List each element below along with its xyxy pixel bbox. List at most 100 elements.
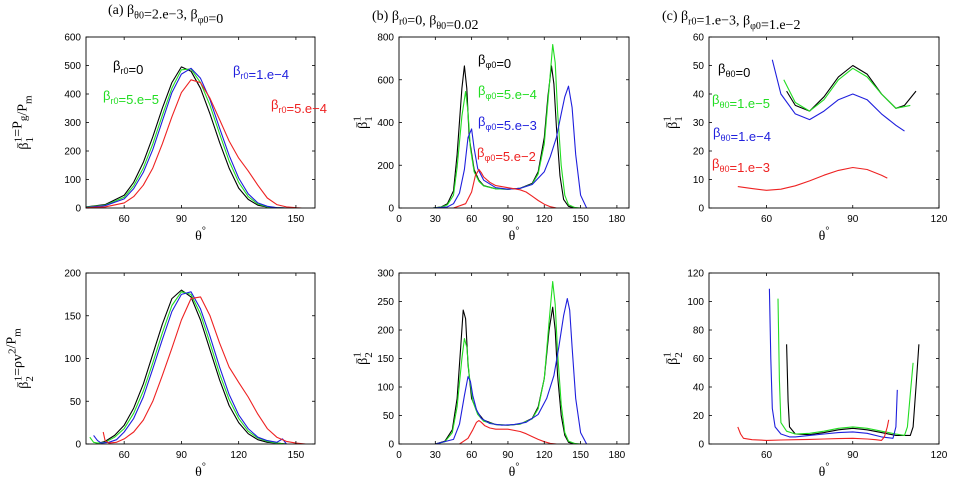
y-tick-label: 20: [693, 147, 705, 158]
y-tick-label: 300: [64, 118, 81, 129]
x-tick-label: 180: [609, 450, 626, 461]
legend-label-0: βθ0=0: [718, 61, 750, 80]
x-tick-label: 120: [931, 214, 948, 225]
panel-title: (c) βr0=1.e−3, βφ0=1.e−2: [662, 9, 800, 33]
series-line-1: [777, 298, 914, 436]
x-tick-label: 90: [847, 450, 859, 461]
x-axis-label: θ°: [195, 226, 206, 244]
legend-label-1: βθ0=1.e−5: [712, 92, 770, 111]
series-line-3: [102, 296, 306, 444]
y-tick-label: 200: [377, 161, 394, 172]
x-tick-label: 90: [502, 214, 514, 225]
x-axis-label: θ°: [509, 226, 520, 244]
y-tick-label: 40: [693, 383, 705, 394]
panel-2: 60 90 120 0 10 20 30 40 50 60 θ° β1−1 (c) βr0=1.e−3,…: [661, 9, 947, 244]
series-line-0: [786, 64, 917, 112]
x-tick-label: 90: [176, 214, 188, 225]
x-tick-label: 150: [288, 214, 305, 225]
y-tick-label: 150: [64, 311, 81, 322]
series-line-1: [783, 67, 911, 112]
y-tick-label: 120: [687, 269, 704, 280]
y-tick-label: 150: [377, 354, 394, 365]
x-axis-label: θ°: [509, 462, 520, 480]
y-tick-label: 80: [693, 326, 705, 337]
panel-4: 0 30 60 90 120 150 180 0 50 100 150 200 250 300 θ° β2−1: [351, 269, 630, 480]
y-tick-label: 600: [377, 75, 394, 86]
series-line-2: [771, 59, 905, 132]
y-tick-label: 0: [388, 204, 394, 215]
x-axis-label: θ°: [819, 462, 830, 480]
y-axis-label: β1−1: [661, 116, 685, 129]
y-tick-label: 100: [377, 383, 394, 394]
y-tick-label: 0: [388, 440, 394, 451]
series-line-0: [95, 289, 287, 444]
y-tick-label: 300: [377, 269, 394, 280]
x-tick-label: 150: [288, 450, 305, 461]
series-line-1: [89, 291, 287, 444]
x-tick-label: 60: [119, 450, 131, 461]
x-tick-label: 60: [119, 214, 131, 225]
series-line-1: [86, 68, 287, 208]
legend-label-2: βθ0=1.e−4: [713, 125, 771, 144]
y-tick-label: 40: [693, 90, 705, 101]
legend-label-2: βφ0=5.e−3: [478, 114, 537, 133]
y-tick-label: 0: [698, 440, 704, 451]
x-tick-label: 120: [230, 450, 247, 461]
x-tick-label: 60: [466, 450, 478, 461]
series-line-2: [768, 288, 898, 439]
series-line-3: [459, 420, 557, 444]
x-tick-label: 0: [396, 214, 402, 225]
panel-1: 0 30 60 90 120 150 180 0 200 400 600 800 θ° β1−1 (b) β…: [351, 9, 630, 244]
panel-title: (a) βθ0=2.e−3, βφ0=0: [108, 3, 223, 27]
x-tick-label: 180: [609, 214, 626, 225]
series-line-2: [86, 67, 287, 208]
y-tick-label: 10: [693, 175, 705, 186]
y-tick-label: 200: [64, 269, 81, 280]
y-tick-label: 30: [693, 118, 705, 129]
legend-label-3: βθ0=1.e−3: [712, 156, 770, 175]
y-tick-label: 200: [64, 147, 81, 158]
y-axis-label: β2−1=ρv2/Pm: [4, 328, 36, 389]
y-tick-label: 0: [75, 440, 81, 451]
y-tick-label: 100: [64, 175, 81, 186]
x-tick-label: 30: [430, 450, 442, 461]
series-line-3: [453, 168, 557, 208]
panel-5: 60 90 120 0 20 40 60 80 100 120 θ° β2−1: [661, 269, 947, 481]
y-tick-label: 50: [383, 411, 395, 422]
x-tick-label: 90: [176, 450, 188, 461]
x-tick-label: 120: [931, 450, 948, 461]
series-line-3: [737, 419, 890, 441]
legend-label-3: βφ0=5.e−2: [477, 145, 536, 164]
x-tick-label: 120: [536, 450, 553, 461]
x-tick-label: 60: [761, 214, 773, 225]
y-axis-label: β2−1: [661, 352, 685, 365]
y-tick-label: 0: [698, 204, 704, 215]
y-axis-label: β1−1: [351, 116, 375, 129]
legend-label-1: βφ0=5.e−4: [478, 83, 537, 102]
x-tick-label: 30: [430, 214, 442, 225]
series-line-2: [432, 85, 588, 208]
y-tick-label: 200: [377, 326, 394, 337]
series-line-2: [93, 291, 287, 444]
legend-label-2: βr0=1.e−4: [233, 63, 289, 82]
x-tick-label: 90: [847, 214, 859, 225]
series-line-1: [435, 281, 581, 444]
x-tick-label: 60: [761, 450, 773, 461]
x-tick-label: 120: [230, 214, 247, 225]
y-axis-label: β1−1=Pg/Pm: [10, 95, 36, 150]
series-line-0: [786, 344, 920, 436]
axes-frame: [708, 36, 940, 209]
panel-0: 60 90 120 150 0 100 200 300 400 500 600 θ° β1−1=Pg/P…: [10, 3, 327, 244]
y-tick-label: 0: [75, 204, 81, 215]
y-tick-label: 60: [693, 354, 705, 365]
x-tick-label: 150: [572, 450, 589, 461]
x-tick-label: 90: [502, 450, 514, 461]
y-tick-label: 600: [64, 33, 81, 44]
series-line-0: [86, 66, 287, 208]
axes-frame: [398, 272, 630, 445]
y-tick-label: 400: [377, 118, 394, 129]
y-tick-label: 500: [64, 61, 81, 72]
x-tick-label: 150: [572, 214, 589, 225]
y-tick-label: 60: [693, 33, 705, 44]
